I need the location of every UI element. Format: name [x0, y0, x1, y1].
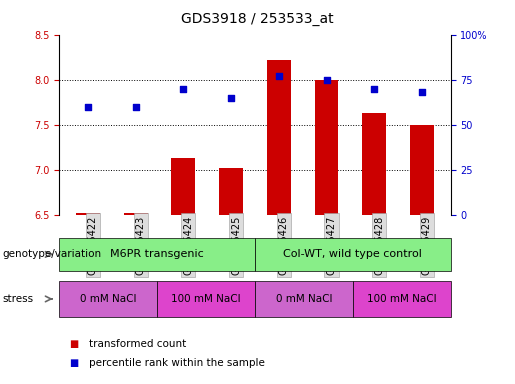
Text: GSM455426: GSM455426: [279, 215, 289, 275]
Point: [370, 86, 379, 92]
Text: GSM455429: GSM455429: [422, 215, 432, 275]
Bar: [267, 60, 291, 215]
Text: 0 mM NaCl: 0 mM NaCl: [80, 294, 136, 304]
Text: GSM455422: GSM455422: [88, 215, 98, 275]
Point: [179, 86, 187, 92]
Point: [322, 77, 331, 83]
Bar: [315, 80, 338, 215]
Text: genotype/variation: genotype/variation: [3, 249, 101, 260]
Point: [227, 95, 235, 101]
Text: GSM455425: GSM455425: [231, 215, 241, 275]
Text: GSM455427: GSM455427: [327, 215, 336, 275]
Point: [418, 89, 426, 95]
Text: 100 mM NaCl: 100 mM NaCl: [171, 294, 241, 304]
Bar: [124, 213, 147, 215]
Point: [274, 73, 283, 79]
Text: transformed count: transformed count: [89, 339, 186, 349]
Bar: [363, 113, 386, 215]
Text: GSM455424: GSM455424: [183, 215, 193, 275]
Text: ■: ■: [70, 358, 79, 368]
Bar: [171, 158, 195, 215]
Text: percentile rank within the sample: percentile rank within the sample: [89, 358, 265, 368]
Text: GSM455423: GSM455423: [135, 215, 146, 275]
Bar: [219, 168, 243, 215]
Text: 0 mM NaCl: 0 mM NaCl: [276, 294, 332, 304]
Bar: [76, 213, 100, 215]
Text: 100 mM NaCl: 100 mM NaCl: [367, 294, 437, 304]
Bar: [410, 125, 434, 215]
Point: [131, 104, 140, 110]
Point: [84, 104, 92, 110]
Text: GSM455428: GSM455428: [374, 215, 384, 275]
Text: stress: stress: [3, 294, 33, 304]
Text: ■: ■: [70, 339, 79, 349]
Text: Col-WT, wild type control: Col-WT, wild type control: [283, 249, 422, 260]
Text: GDS3918 / 253533_at: GDS3918 / 253533_at: [181, 12, 334, 25]
Text: M6PR transgenic: M6PR transgenic: [110, 249, 204, 260]
